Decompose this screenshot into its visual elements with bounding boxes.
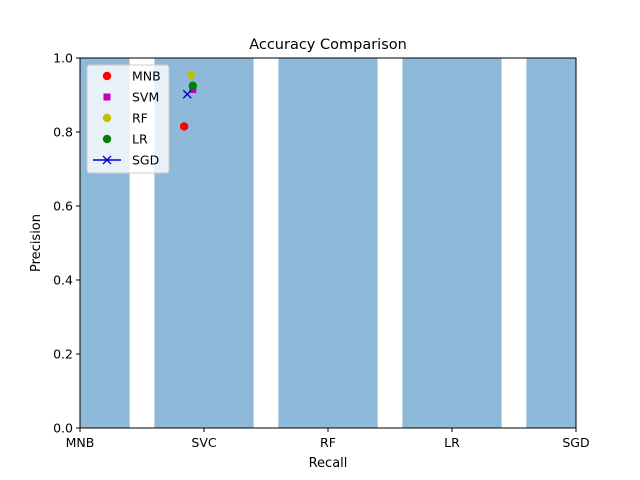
chart-title: Accuracy Comparison (249, 37, 407, 53)
legend-marker-sgd (102, 155, 112, 165)
legend-label: SVM (132, 90, 159, 105)
bar-svc (154, 58, 254, 428)
legend-item-lr: LR (102, 132, 148, 147)
legend-item-svm: SVM (103, 90, 159, 105)
y-tick-label: 0.0 (53, 421, 73, 436)
point-lr (188, 81, 198, 90)
y-tick-label: 0.4 (53, 273, 73, 288)
point-sgd (182, 89, 192, 99)
legend: MNB SVM RF LR SGD (86, 64, 170, 174)
y-axis: 0.0 0.2 0.4 0.6 0.8 1.0 (53, 51, 80, 436)
x-tick-label: SGD (562, 435, 589, 450)
x-axis: MNB SVC RF LR SGD (66, 428, 590, 450)
bar-rf (278, 58, 378, 428)
x-tick-label: RF (320, 435, 336, 450)
legend-item-mnb: MNB (102, 69, 161, 84)
bar-lr (402, 58, 502, 428)
legend-label: SGD (132, 153, 159, 168)
legend-item-sgd: SGD (93, 153, 159, 168)
y-tick-label: 0.2 (53, 347, 73, 362)
legend-marker-rf (102, 113, 112, 123)
bar-sgd (526, 58, 576, 428)
point-mnb (179, 122, 189, 131)
x-axis-label: Recall (309, 456, 348, 471)
legend-box (86, 64, 170, 174)
legend-label: LR (132, 132, 148, 147)
y-tick-label: 0.6 (53, 199, 73, 214)
x-tick-label: SVC (191, 435, 216, 450)
legend-label: RF (132, 111, 148, 126)
points-group (179, 70, 198, 131)
legend-marker-lr (102, 134, 112, 144)
x-tick-label: MNB (66, 435, 95, 450)
y-tick-label: 0.8 (53, 125, 73, 140)
legend-marker-mnb (102, 71, 112, 81)
legend-item-rf: RF (102, 111, 148, 126)
y-tick-label: 1.0 (53, 51, 73, 66)
x-tick-label: LR (444, 435, 460, 450)
legend-marker-svm (103, 93, 111, 101)
point-rf (186, 70, 196, 79)
y-axis-label: Precision (29, 214, 44, 272)
legend-label: MNB (132, 69, 161, 84)
